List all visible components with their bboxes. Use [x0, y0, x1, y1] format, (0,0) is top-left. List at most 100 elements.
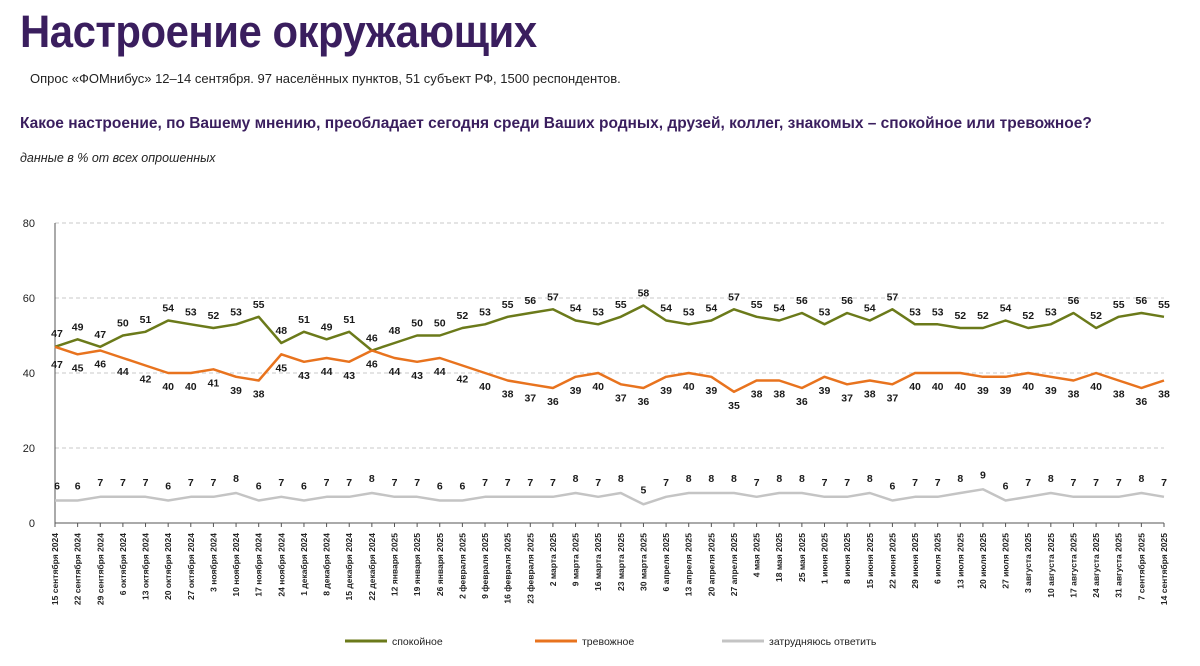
x-tick-label: 15 сентября 2024: [50, 533, 60, 605]
x-tick-label: 16 марта 2025: [593, 533, 603, 591]
x-tick-label: 20 октября 2024: [163, 533, 173, 600]
data-label-anxious: 38: [864, 389, 876, 401]
data-label-anxious: 40: [954, 381, 966, 393]
x-tick-label: 4 мая 2025: [752, 533, 762, 577]
x-tick-label: 6 июля 2025: [933, 533, 943, 584]
data-label-anxious: 43: [298, 370, 310, 382]
data-label-calm: 50: [411, 318, 423, 330]
legend-label: спокойное: [392, 636, 443, 648]
x-tick-label: 29 июня 2025: [910, 533, 920, 589]
x-tick-label: 1 декабря 2024: [299, 533, 309, 596]
data-label-unsure: 7: [414, 477, 420, 489]
data-label-calm: 57: [547, 291, 559, 303]
data-label-anxious: 35: [728, 400, 740, 412]
data-label-anxious: 37: [841, 392, 853, 404]
y-tick-label: 40: [23, 368, 35, 380]
legend-label: затрудняюсь ответить: [769, 636, 877, 648]
x-tick-label: 31 августа 2025: [1114, 533, 1124, 598]
data-label-unsure: 7: [1116, 477, 1122, 489]
data-label-anxious: 40: [909, 381, 921, 393]
data-label-anxious: 44: [389, 366, 401, 378]
x-tick-label: 3 августа 2025: [1023, 533, 1033, 593]
data-label-calm: 53: [932, 306, 944, 318]
x-tick-label: 6 апреля 2025: [661, 533, 671, 592]
data-label-calm: 53: [185, 306, 197, 318]
data-label-calm: 50: [434, 318, 446, 330]
data-label-unsure: 8: [369, 473, 375, 485]
data-label-calm: 49: [72, 321, 84, 333]
data-label-unsure: 8: [867, 473, 873, 485]
data-label-unsure: 7: [1071, 477, 1077, 489]
data-label-anxious: 44: [434, 366, 446, 378]
data-label-calm: 51: [343, 314, 355, 326]
series-line-calm: [54, 304, 1165, 352]
data-label-calm: 53: [592, 306, 604, 318]
data-label-calm: 52: [1090, 310, 1102, 322]
data-label-calm: 54: [773, 303, 785, 315]
data-label-unsure: 7: [482, 477, 488, 489]
data-label-anxious: 39: [1045, 385, 1057, 397]
data-note: данные в % от всех опрошенных: [20, 151, 216, 165]
data-label-unsure: 7: [844, 477, 850, 489]
x-tick-label: 24 ноября 2024: [276, 533, 286, 597]
data-label-unsure: 7: [527, 477, 533, 489]
x-tick-label: 7 сентября 2025: [1136, 533, 1146, 601]
x-tick-label: 22 июня 2025: [887, 533, 897, 589]
x-tick-label: 17 августа 2025: [1069, 533, 1079, 598]
data-label-calm: 55: [1113, 299, 1125, 311]
data-label-calm: 56: [1068, 295, 1080, 307]
data-label-calm: 55: [502, 299, 514, 311]
y-tick-label: 80: [23, 218, 35, 230]
data-label-unsure: 7: [392, 477, 398, 489]
x-tick-label: 25 мая 2025: [797, 533, 807, 582]
data-label-anxious: 38: [1113, 389, 1125, 401]
x-tick-label: 2 марта 2025: [548, 533, 558, 587]
data-label-calm: 53: [1045, 306, 1057, 318]
data-label-unsure: 8: [1048, 473, 1054, 485]
data-label-unsure: 8: [686, 473, 692, 485]
data-label-calm: 52: [1022, 310, 1034, 322]
data-label-anxious: 36: [1136, 396, 1148, 408]
data-label-anxious: 38: [1068, 389, 1080, 401]
x-tick-label: 27 июля 2025: [1001, 533, 1011, 589]
y-tick-label: 20: [23, 443, 35, 455]
data-label-calm: 54: [660, 303, 672, 315]
data-label-calm: 51: [140, 314, 152, 326]
x-tick-label: 17 ноября 2024: [254, 533, 264, 597]
data-label-unsure: 7: [935, 477, 941, 489]
data-label-unsure: 8: [708, 473, 714, 485]
x-tick-label: 13 июля 2025: [955, 533, 965, 589]
data-label-unsure: 7: [505, 477, 511, 489]
x-tick-label: 24 августа 2025: [1091, 533, 1101, 598]
data-label-calm: 56: [841, 295, 853, 307]
data-label-calm: 52: [977, 310, 989, 322]
x-tick-label: 27 октября 2024: [186, 533, 196, 600]
data-label-unsure: 8: [618, 473, 624, 485]
x-tick-label: 19 января 2025: [412, 533, 422, 596]
legend-label: тревожное: [582, 636, 634, 648]
x-tick-label: 12 января 2025: [390, 533, 400, 596]
legend-item-unsure: затрудняюсь ответить: [722, 636, 877, 648]
data-label-calm: 58: [638, 288, 650, 300]
data-label-unsure: 7: [1093, 477, 1099, 489]
data-label-anxious: 36: [796, 396, 808, 408]
data-label-unsure: 8: [957, 473, 963, 485]
data-label-calm: 56: [796, 295, 808, 307]
x-tick-label: 15 декабря 2024: [344, 533, 354, 601]
data-label-anxious: 47: [51, 359, 63, 371]
data-label-calm: 52: [954, 310, 966, 322]
data-label-anxious: 37: [524, 392, 536, 404]
data-label-calm: 50: [117, 318, 129, 330]
data-label-unsure: 7: [754, 477, 760, 489]
axes: 0 20 40 60 80: [23, 218, 1164, 530]
data-label-anxious: 38: [773, 389, 785, 401]
data-label-calm: 56: [1136, 295, 1148, 307]
data-label-anxious: 41: [208, 377, 220, 389]
data-label-calm: 49: [321, 321, 333, 333]
data-label-unsure: 8: [573, 473, 579, 485]
data-label-unsure: 7: [324, 477, 330, 489]
data-label-unsure: 7: [120, 477, 126, 489]
x-tick-label: 2 февраля 2025: [457, 533, 467, 599]
